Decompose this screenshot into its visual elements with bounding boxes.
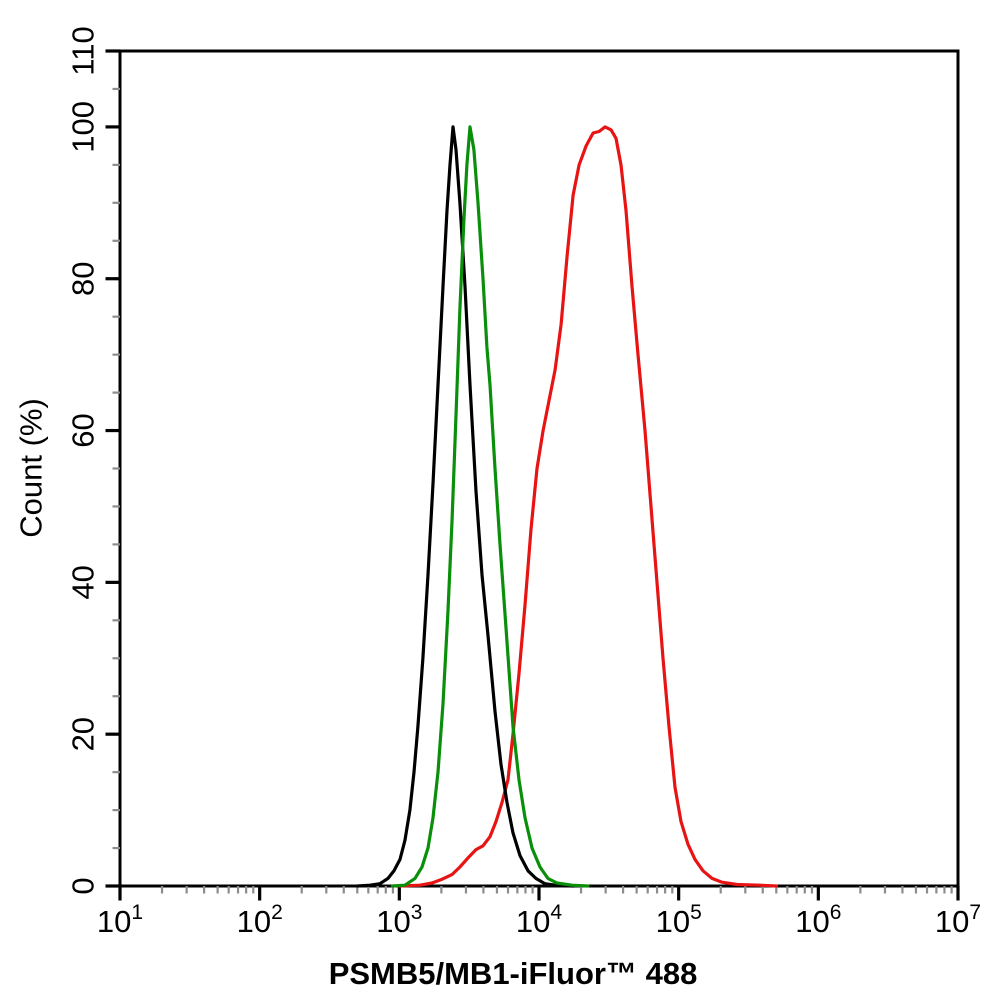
x-tick-label: 101 <box>97 901 143 939</box>
x-tick-label: 107 <box>935 901 981 939</box>
curve-black <box>355 125 576 888</box>
x-axis-title: PSMB5/MB1-iFluor™ 488 <box>329 956 698 991</box>
x-tick-label: 104 <box>516 901 562 939</box>
y-tick-label: 80 <box>66 261 101 295</box>
y-tick-label: 100 <box>66 101 101 153</box>
y-tick-label: 60 <box>66 413 101 447</box>
x-tick-label: 105 <box>656 901 702 939</box>
x-tick-label: 106 <box>795 901 841 939</box>
y-tick-label: 40 <box>66 565 101 599</box>
y-axis-title: Count (%) <box>14 398 49 538</box>
x-tick-label: 102 <box>237 901 283 939</box>
x-tick-label: 103 <box>376 901 422 939</box>
y-tick-label: 20 <box>66 717 101 751</box>
curves-layer <box>355 125 779 888</box>
plot-frame <box>118 49 960 888</box>
y-tick-label: 0 <box>66 877 101 894</box>
labels-layer: Count (%) PSMB5/MB1-iFluor™ 488 0 20 40 60 8… <box>14 26 982 991</box>
curve-red <box>397 125 779 888</box>
axes-layer <box>105 49 960 901</box>
y-tick-label: 110 <box>66 26 101 75</box>
curve-green <box>390 125 590 888</box>
